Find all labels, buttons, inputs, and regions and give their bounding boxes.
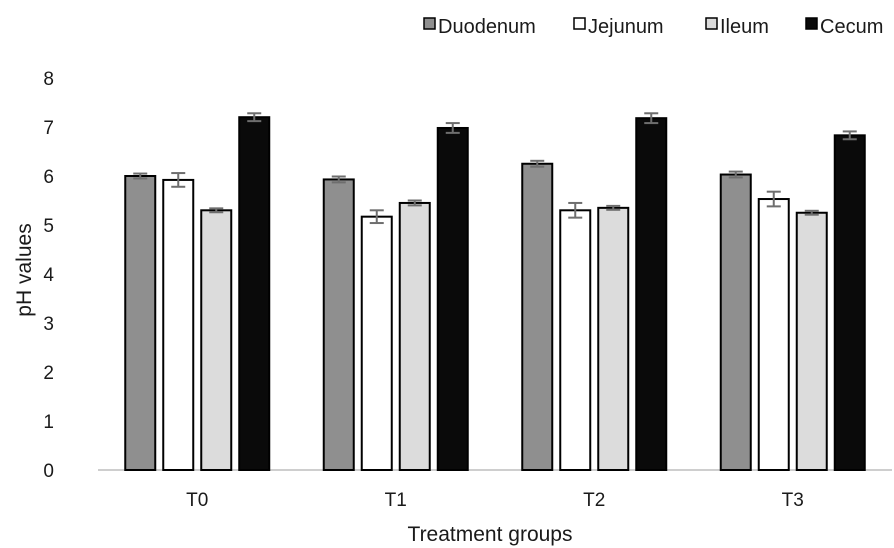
- y-tick-label: 0: [43, 461, 54, 482]
- x-tick-label: T0: [186, 490, 208, 511]
- legend: Duodenum Jejunum Ileum Cecum: [423, 16, 883, 38]
- bar-cecum-t0: [238, 116, 271, 471]
- bar-duodenum-t2: [521, 162, 554, 471]
- y-tick-label: 7: [43, 118, 54, 139]
- y-tick-label: 1: [43, 412, 54, 433]
- bar-jejunum-t2: [559, 209, 592, 472]
- y-axis-title: pH values: [13, 223, 36, 316]
- legend-swatch-jejunum: [573, 17, 586, 30]
- y-tick-label: 4: [43, 265, 54, 286]
- bar-duodenum-t1: [322, 178, 355, 471]
- bar-ileum-t0: [200, 209, 233, 472]
- bar-ileum-t1: [398, 201, 431, 471]
- bar-cecum-t2: [635, 117, 668, 472]
- x-axis-title: Treatment groups: [408, 523, 573, 546]
- bar-jejunum-t3: [757, 198, 790, 471]
- bar-jejunum-t1: [360, 215, 393, 471]
- bar-ileum-t3: [795, 211, 828, 471]
- y-tick-label: 8: [43, 69, 54, 90]
- bar-cecum-t3: [833, 134, 866, 472]
- bar-duodenum-t3: [719, 173, 752, 471]
- x-tick-label: T2: [583, 490, 605, 511]
- legend-label-cecum: Cecum: [820, 16, 883, 38]
- y-axis-ticks: 0 1 2 3 4 5 6 7 8: [43, 69, 54, 482]
- y-tick-label: 3: [43, 314, 54, 335]
- x-tick-label: T1: [385, 490, 407, 511]
- legend-swatch-ileum: [705, 17, 718, 30]
- legend-label-ileum: Ileum: [720, 16, 769, 38]
- bar-cecum-t1: [436, 126, 469, 471]
- legend-label-jejunum: Jejunum: [588, 16, 664, 38]
- legend-swatch-cecum: [805, 17, 818, 30]
- bar-duodenum-t0: [124, 175, 157, 471]
- y-tick-label: 5: [43, 216, 54, 237]
- bar-ileum-t2: [597, 206, 630, 471]
- legend-label-duodenum: Duodenum: [438, 16, 536, 38]
- bars: [124, 112, 866, 472]
- bar-jejunum-t0: [162, 178, 195, 471]
- x-axis-ticks: T0 T1 T2 T3: [186, 490, 804, 511]
- x-tick-label: T3: [782, 490, 804, 511]
- y-tick-label: 6: [43, 167, 54, 188]
- y-tick-label: 2: [43, 363, 54, 384]
- legend-swatch-duodenum: [423, 17, 436, 30]
